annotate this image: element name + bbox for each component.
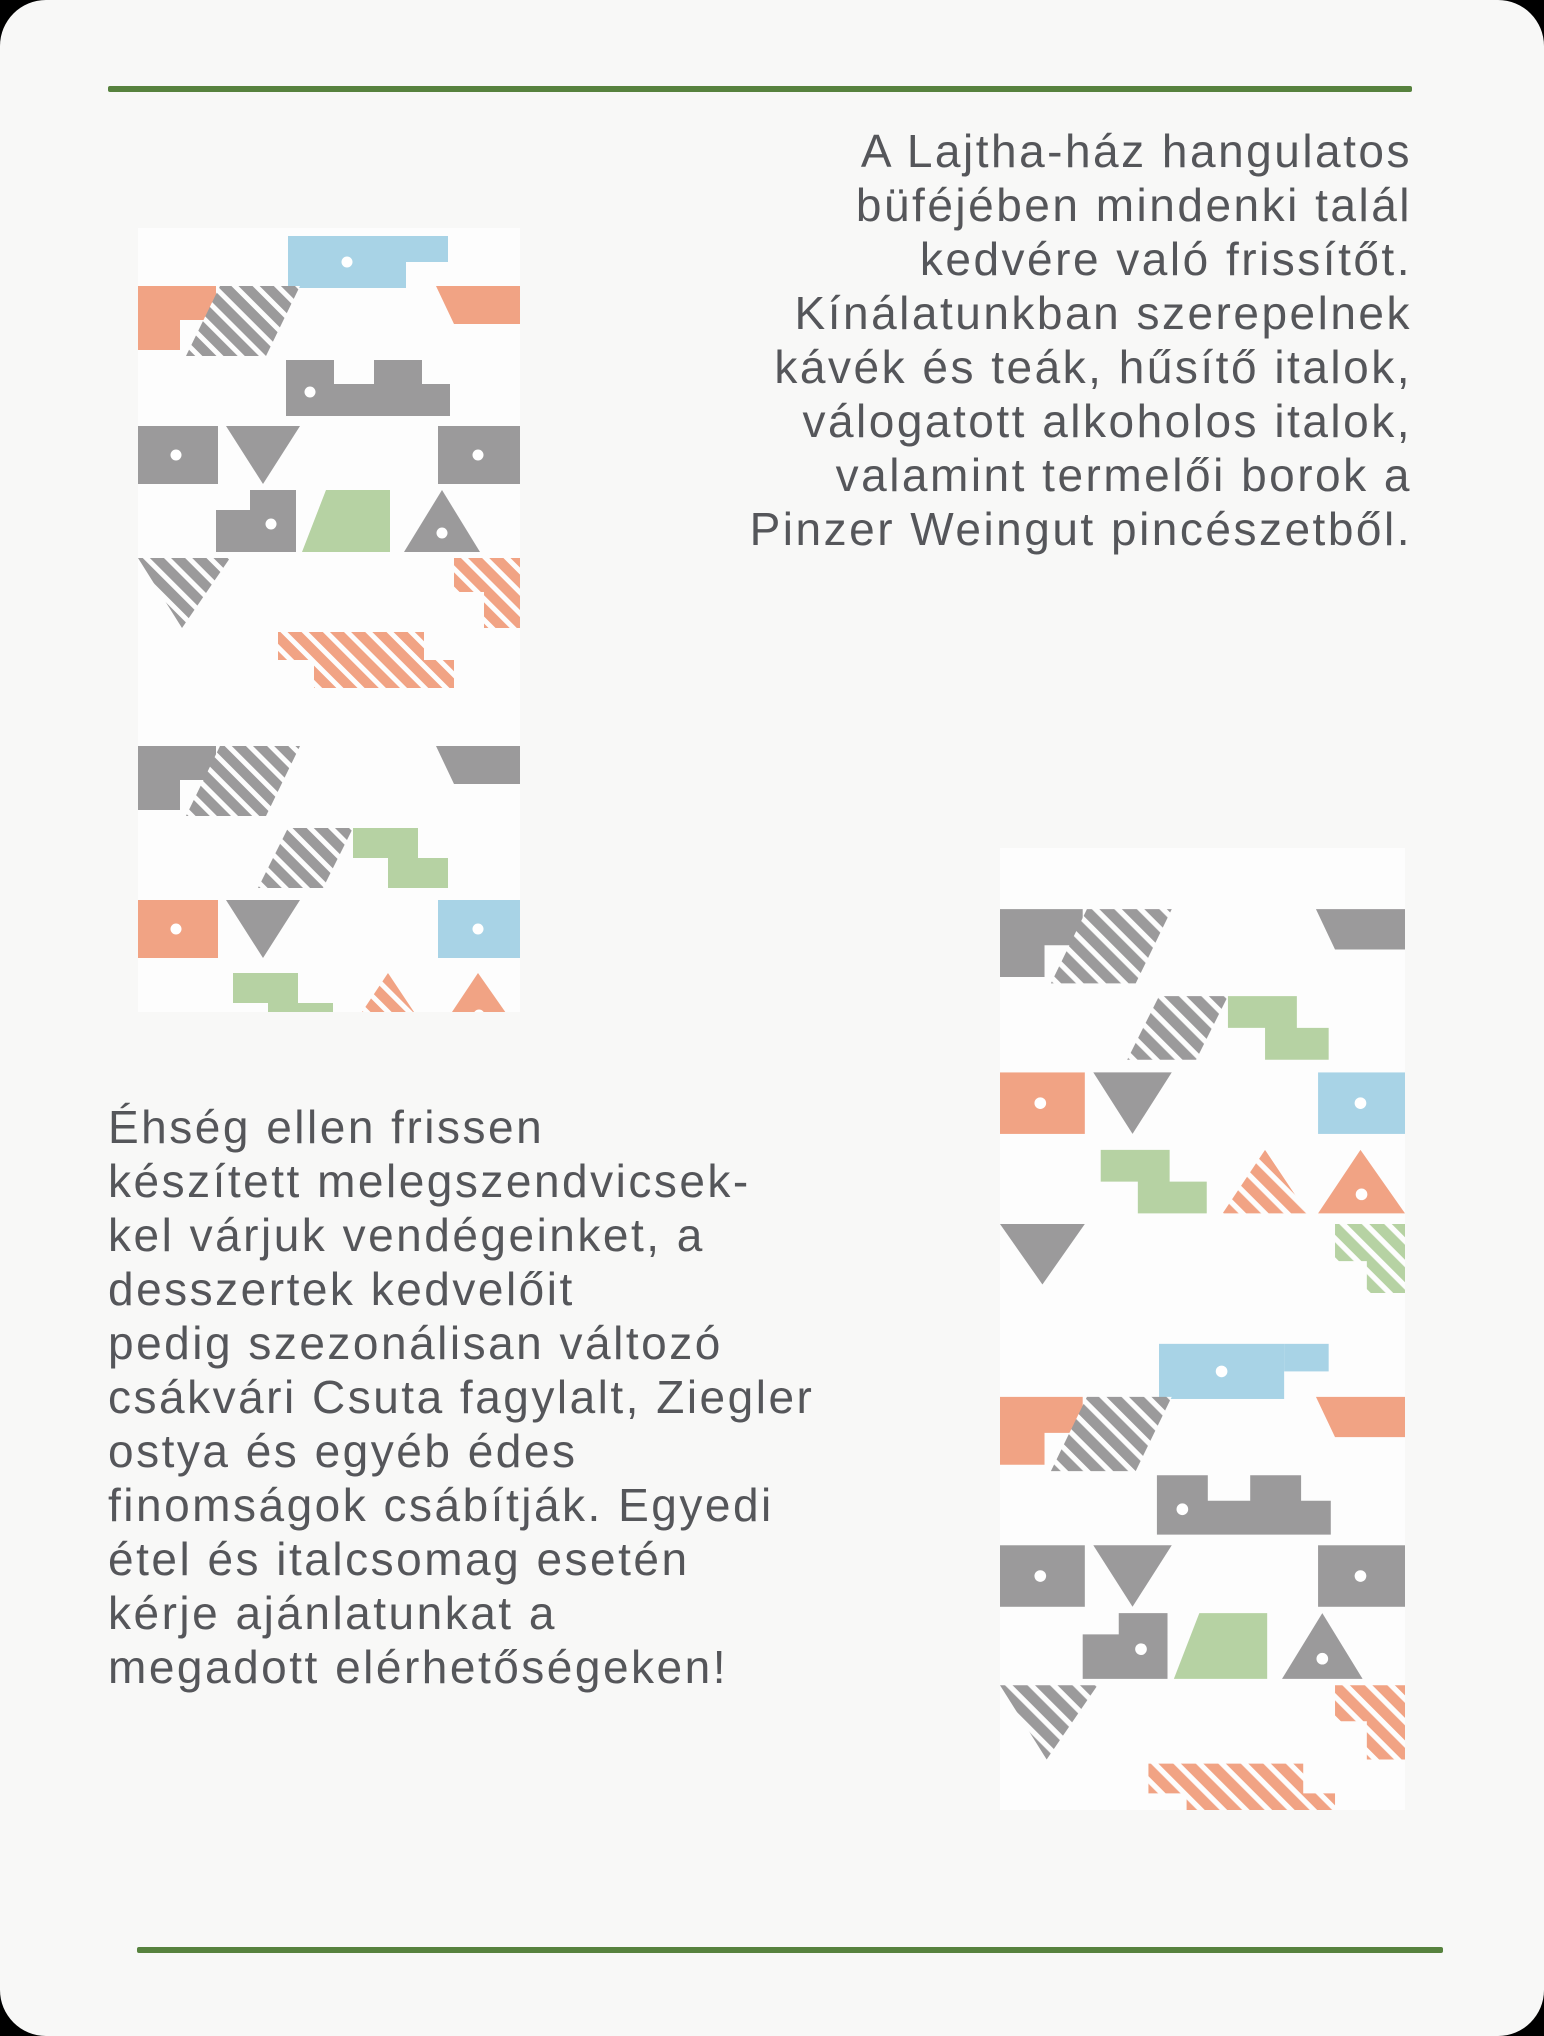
text-line: Kínálatunkban szerepelnek xyxy=(794,287,1412,339)
text-line: válogatott alkoholos italok, xyxy=(802,395,1412,447)
text-line: Éhség ellen frissen xyxy=(108,1101,545,1153)
text-line: kérje ajánlatunkat a xyxy=(108,1587,557,1639)
text-line: étel és italcsomag esetén xyxy=(108,1533,690,1585)
text-line: megadott elérhetőségeken! xyxy=(108,1641,729,1693)
text-line: valamint termelői borok a xyxy=(835,449,1412,501)
text-line: finomságok csábítják. Egyedi xyxy=(108,1479,774,1531)
text-line: kel várjuk vendégeinket, a xyxy=(108,1209,705,1261)
text-line: készített melegszendvicsek- xyxy=(108,1155,751,1207)
text-line: kedvére való frissítőt. xyxy=(919,233,1412,285)
text-line: csákvári Csuta fagylalt, Ziegler xyxy=(108,1371,815,1423)
food-paragraph: Éhség ellen frissen készített melegszend… xyxy=(108,1100,814,1694)
pattern-top-left-svg xyxy=(138,236,520,1012)
bottom-divider-line xyxy=(137,1947,1443,1953)
text-line: A Lajtha-ház hangulatos xyxy=(860,125,1412,177)
intro-paragraph: A Lajtha-ház hangulatos büféjében minden… xyxy=(750,124,1412,556)
decorative-pattern-bottom-right xyxy=(1000,848,1405,1810)
text-line: desszertek kedvelőit xyxy=(108,1263,575,1315)
text-line: ostya és egyéb édes xyxy=(108,1425,578,1477)
text-line: Pinzer Weingut pincészetből. xyxy=(749,503,1412,555)
decorative-pattern-top-left xyxy=(138,228,520,1012)
text-line: pedig szezonálisan változó xyxy=(108,1317,723,1369)
pattern-bottom-right-svg xyxy=(1000,848,1405,1810)
text-line: kávék és teák, hűsítő italok, xyxy=(774,341,1412,393)
top-divider-line xyxy=(108,86,1412,92)
text-line: büféjében mindenki talál xyxy=(855,179,1412,231)
